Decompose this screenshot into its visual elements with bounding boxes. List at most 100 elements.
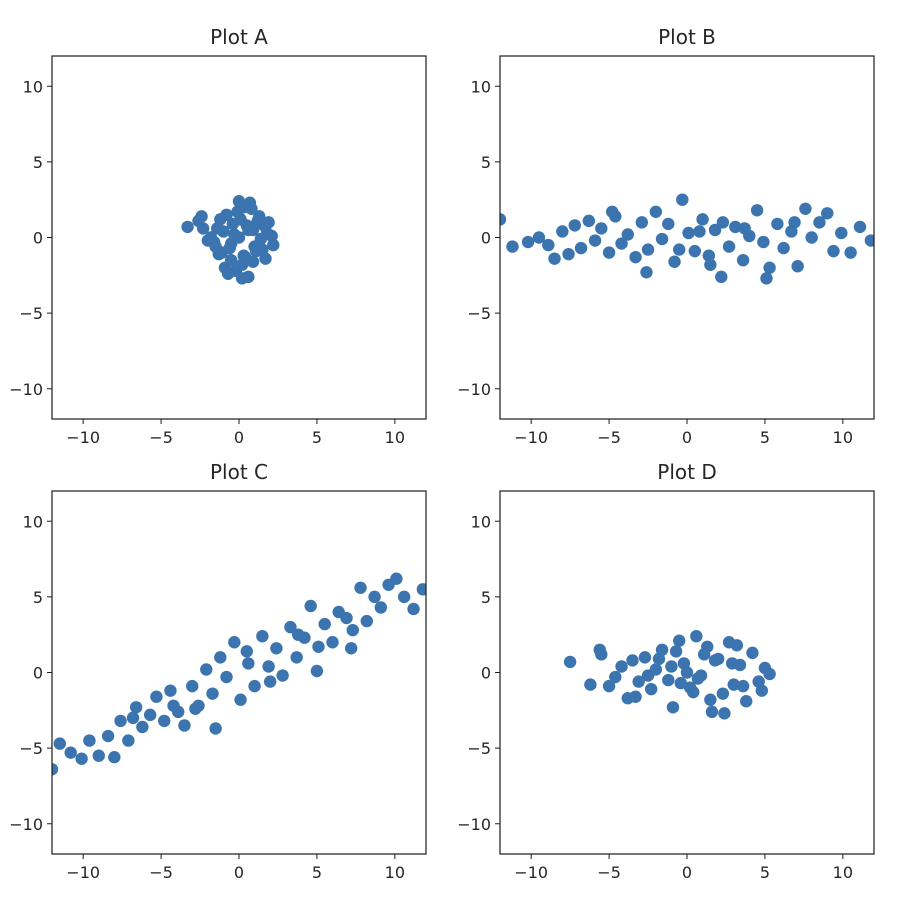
scatter-point [680,666,694,679]
y-tick-label: −10 [9,815,43,834]
scatter-point [649,205,663,218]
x-tick-label: 0 [682,863,692,882]
scatter-point [582,214,596,228]
scatter-point [725,657,739,670]
x-tick-label: 10 [385,428,405,447]
scatter-point [844,246,857,259]
y-tick-label: 10 [471,77,491,96]
scatter-point [757,235,770,249]
scatter-point [310,664,324,678]
x-tick-label: −10 [514,428,548,447]
scatter-point [750,204,764,217]
scatter-point [214,213,227,226]
scatter-point [228,228,241,241]
x-tick-label: −5 [597,863,621,882]
scatter-point [248,679,261,693]
scatter-point [673,634,686,647]
scatter-point [697,648,711,661]
scatter-point [312,640,325,653]
scatter-point [276,669,289,682]
scatter-point [638,651,652,664]
scatter-point [666,701,680,714]
scatter-point [262,660,275,673]
scatter-point [101,729,115,743]
scatter-point [584,678,597,691]
scatter-point [242,657,255,670]
plot-b: Plot B −10 −5 0 5 10 10 5 0 −5 −10 [457,25,875,447]
scatter-point [83,734,96,747]
scatter-point [416,583,426,596]
plot-title: Plot D [657,460,716,484]
x-tick-label: 5 [760,428,770,447]
x-tick-label: 5 [312,863,322,882]
x-tick-label: 10 [385,863,405,882]
scatter-point [771,217,784,231]
scatter-point [228,636,241,649]
scatter-point [805,231,818,244]
scatter-point [763,261,776,274]
scatter-point [237,249,250,262]
x-tick-label: −5 [597,428,621,447]
scatter-point [760,272,773,285]
scatter-point [267,238,280,252]
scatter-point [641,243,655,256]
scatter-point [249,244,263,258]
scatter-point [621,228,634,241]
scatter-point [178,719,191,732]
plot-a: Plot A −10 −5 0 5 10 10 5 0 −5 −10 [9,25,427,447]
scatter-point [644,682,658,696]
y-tick-label: 5 [33,153,43,172]
y-tick-label: −5 [467,304,491,323]
scatter-point [192,214,205,228]
x-tick-label: −10 [66,863,100,882]
scatter-point [736,679,750,693]
scatter-point [813,216,826,229]
scatter-point [629,690,642,703]
scatter-point [257,219,271,232]
scatter-point [788,216,801,229]
scatter-point [609,670,622,684]
scatter-point [562,247,575,261]
scatter-point [122,734,135,747]
scatter-point [346,623,359,637]
scatter-point [763,667,776,681]
scatter-point [231,205,244,218]
scatter-point [615,237,628,250]
x-tick-label: 10 [833,863,853,882]
scatter-point [595,222,608,235]
scatter-point [246,223,260,237]
scatter-point [52,763,59,776]
scatter-point [676,193,689,206]
scatter-point [708,223,722,237]
scatter-point [662,673,675,687]
scatter-point [632,675,645,688]
scatter-point [374,601,388,614]
scatter-point [532,231,546,244]
scatter-point [668,255,681,268]
y-tick-label: 0 [33,664,43,683]
scatter-point [864,234,874,247]
scatter-point [92,749,105,762]
scatter-point [290,651,303,664]
scatter-point [738,222,751,235]
scatter-point [716,216,730,229]
scatter-point [682,226,695,240]
scatter-point [360,614,373,628]
scatter-point [626,654,639,667]
scatter-point [688,244,701,258]
y-tick-label: 0 [33,229,43,248]
scatter-point [687,685,700,699]
scatter-point [652,652,666,666]
scatter-point [209,240,222,253]
scatter-point [223,241,236,255]
scatter-point [397,590,411,604]
scatter-point [368,590,381,604]
scatter-point [629,250,642,264]
scatter-point [167,699,180,712]
scatter-point [568,219,581,232]
scatter-point [574,241,588,255]
scatter-point [521,235,535,249]
scatter-point [217,225,230,238]
scatter-point [407,602,420,616]
scatter-point [640,266,653,279]
